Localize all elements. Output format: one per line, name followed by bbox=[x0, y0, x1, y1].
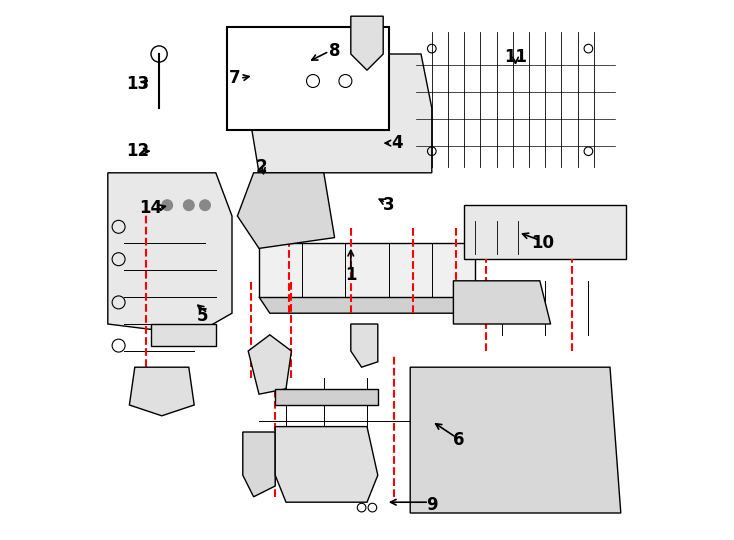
Polygon shape bbox=[351, 324, 378, 367]
Text: 11: 11 bbox=[504, 48, 527, 66]
Polygon shape bbox=[259, 243, 475, 297]
Text: 5: 5 bbox=[197, 307, 208, 325]
Polygon shape bbox=[410, 367, 621, 513]
Text: 8: 8 bbox=[329, 42, 341, 60]
Text: 10: 10 bbox=[531, 234, 554, 252]
Polygon shape bbox=[108, 173, 232, 335]
Text: 14: 14 bbox=[139, 199, 162, 217]
Text: 6: 6 bbox=[453, 431, 465, 449]
Polygon shape bbox=[237, 173, 335, 248]
Text: 3: 3 bbox=[383, 196, 394, 214]
Polygon shape bbox=[248, 54, 432, 173]
Polygon shape bbox=[129, 367, 195, 416]
Text: 13: 13 bbox=[126, 75, 149, 93]
Polygon shape bbox=[454, 281, 550, 324]
Polygon shape bbox=[259, 297, 486, 313]
Polygon shape bbox=[151, 324, 216, 346]
Polygon shape bbox=[248, 335, 291, 394]
Polygon shape bbox=[351, 16, 383, 70]
Polygon shape bbox=[243, 432, 275, 497]
Polygon shape bbox=[275, 389, 378, 405]
Text: 7: 7 bbox=[229, 69, 241, 87]
Text: 1: 1 bbox=[345, 266, 357, 285]
Polygon shape bbox=[275, 427, 378, 502]
Text: 4: 4 bbox=[391, 134, 402, 152]
Text: 2: 2 bbox=[256, 158, 267, 177]
Text: 9: 9 bbox=[426, 496, 437, 514]
Circle shape bbox=[161, 200, 172, 211]
Circle shape bbox=[200, 200, 211, 211]
Text: 12: 12 bbox=[126, 142, 149, 160]
Polygon shape bbox=[464, 205, 626, 259]
Circle shape bbox=[184, 200, 195, 211]
Bar bbox=[227, 27, 388, 130]
